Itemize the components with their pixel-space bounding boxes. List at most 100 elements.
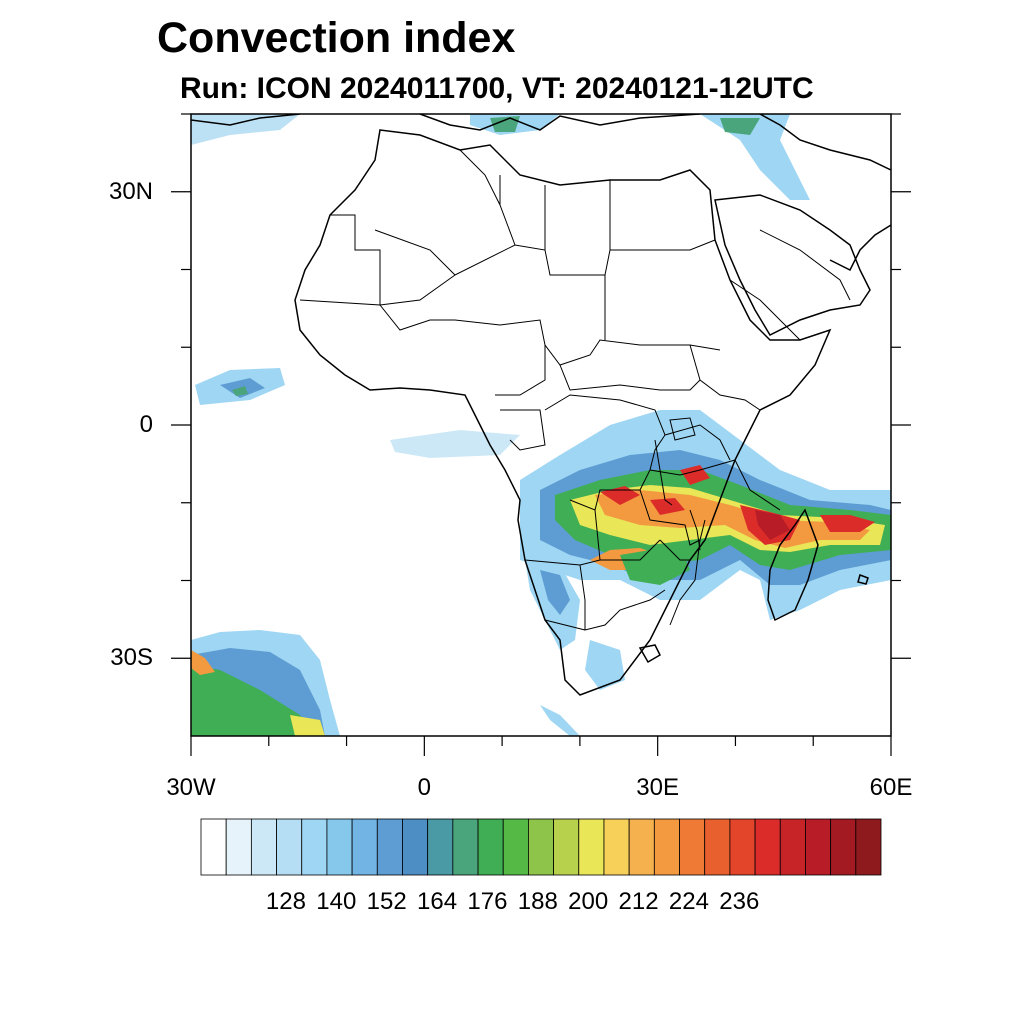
run-subtitle: Run: ICON 2024011700, VT: 20240121-12UTC	[180, 72, 814, 105]
field-patch	[232, 386, 248, 396]
field-patch	[290, 715, 325, 736]
country-border	[500, 409, 546, 451]
colorbar-swatch	[351, 818, 378, 876]
colorbar-swatch	[653, 818, 680, 876]
colorbar-swatch	[628, 818, 655, 876]
field-patch	[390, 430, 520, 458]
field-patch	[680, 465, 710, 485]
colorbar-swatch	[830, 818, 857, 876]
x-tick-label: 30E	[636, 774, 680, 801]
x-tick-label: 60E	[869, 774, 913, 801]
field-patch	[540, 570, 570, 615]
country-border	[495, 345, 546, 396]
axis-ticks	[171, 113, 911, 756]
colorbar-label: 140	[316, 888, 357, 915]
y-tick-label: 30N	[108, 177, 153, 205]
colorbar-swatch	[250, 818, 277, 876]
country-border	[664, 424, 731, 461]
country-border	[649, 459, 736, 476]
colorbar-label: 152	[366, 888, 407, 915]
field-patch	[191, 114, 300, 145]
madagascar-coastline	[767, 508, 819, 622]
colorbar-swatch	[855, 818, 882, 876]
country-border	[639, 489, 706, 546]
country-border	[689, 344, 761, 411]
field-patch	[600, 486, 640, 505]
field-patch	[720, 118, 760, 135]
colorbar-swatch	[578, 818, 605, 876]
field-layer	[191, 114, 891, 736]
country-border	[544, 619, 586, 631]
colorbar-label: 236	[719, 888, 760, 915]
lake-tanganyika	[654, 439, 673, 506]
field-patch	[490, 116, 520, 132]
europe-coastline	[759, 114, 891, 171]
country-border	[759, 229, 851, 301]
colorbar-swatch	[376, 818, 403, 876]
africa-coastline	[294, 129, 832, 696]
country-border	[729, 279, 801, 341]
country-border	[299, 299, 721, 366]
field-patch	[820, 515, 875, 532]
country-border	[620, 239, 716, 251]
colorbar-swatch	[729, 818, 756, 876]
country-border	[524, 559, 581, 566]
europe-coastline	[419, 114, 701, 131]
colorbar-label: 176	[467, 888, 508, 915]
country-border	[544, 394, 666, 511]
colorbar-swatch	[276, 818, 303, 876]
country-border	[330, 214, 456, 306]
colorbar-label: 200	[568, 888, 609, 915]
field-patch	[191, 650, 215, 675]
country-border	[579, 559, 666, 631]
lake-victoria	[669, 417, 696, 441]
colorbar-swatch	[553, 818, 580, 876]
lake-malawi	[689, 509, 701, 551]
colorbar-swatch	[452, 818, 479, 876]
x-tick-label: 0	[417, 774, 432, 801]
field-patch	[755, 510, 790, 540]
colorbar-label: 212	[618, 888, 659, 915]
borders	[299, 149, 851, 631]
country-border	[459, 149, 516, 246]
colorbar-swatch	[779, 818, 806, 876]
colorbar-swatch	[225, 818, 252, 876]
colorbar-label: 128	[265, 888, 306, 915]
arabia-coastline	[714, 194, 871, 336]
colorbar-label: 164	[417, 888, 458, 915]
country-border	[594, 509, 661, 561]
field-patch	[585, 640, 625, 690]
chart-title: Convection index	[157, 14, 516, 62]
europe-coastline	[191, 114, 301, 126]
colorbar-label: 188	[517, 888, 558, 915]
country-border	[559, 364, 701, 391]
y-tick-label: 30S	[110, 644, 153, 672]
colorbar-swatch	[754, 818, 781, 876]
field-patch	[191, 665, 315, 736]
field-patch	[540, 705, 580, 736]
colorbar-swatch	[200, 818, 227, 876]
x-tick-label: 30W	[166, 774, 216, 801]
y-tick-label: 0	[139, 411, 153, 438]
colorbar-swatch	[679, 818, 706, 876]
island-coastline	[857, 574, 869, 585]
country-border	[659, 539, 690, 561]
colorbar-swatch	[603, 818, 630, 876]
colorbar-swatch	[704, 818, 731, 876]
colorbar-swatch	[301, 818, 328, 876]
field-patch	[700, 114, 810, 200]
colorbar-label: 224	[668, 888, 709, 915]
coastlines	[191, 114, 891, 696]
colorbar	[200, 818, 882, 876]
country-border	[669, 539, 701, 626]
field-patch	[620, 545, 690, 585]
colorbar-swatch	[402, 818, 429, 876]
colorbar-swatch	[326, 818, 353, 876]
colorbar-swatch	[502, 818, 529, 876]
colorbar-swatch	[528, 818, 554, 876]
colorbar-swatch	[477, 818, 504, 876]
colorbar-swatch	[427, 818, 454, 876]
persian-gulf-coastline	[829, 224, 891, 272]
island-coastline	[638, 644, 661, 664]
